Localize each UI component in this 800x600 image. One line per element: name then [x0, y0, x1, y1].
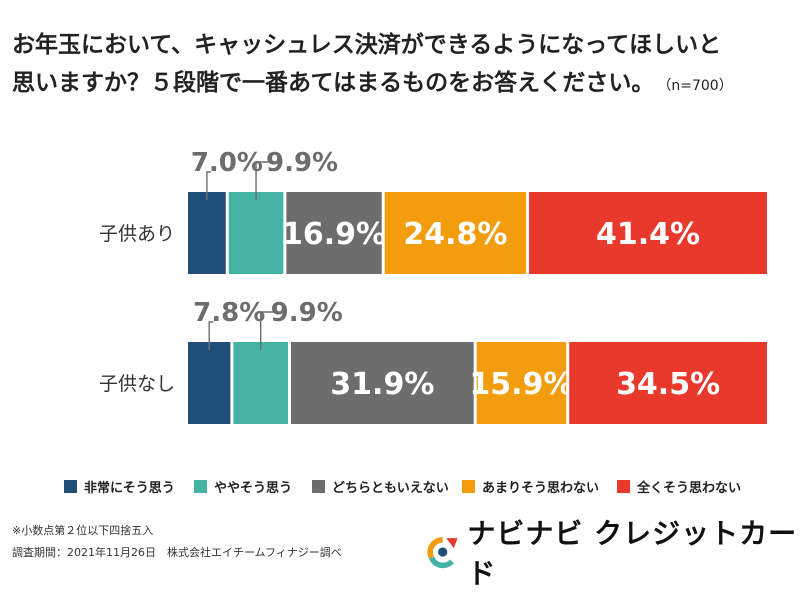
value-label-row2-seg5: 34.5% — [616, 367, 720, 402]
legend-label-4: あまりそう思わない — [482, 481, 599, 496]
bar-row1-seg3 — [286, 192, 382, 274]
legend-label-1: 非常にそう思う — [84, 480, 175, 496]
logo-arc-teal — [428, 556, 455, 569]
sample-size: （n=700） — [664, 78, 733, 94]
legend-swatch-3 — [312, 480, 325, 493]
logo-arc-orange — [427, 537, 443, 559]
title-line-2-text: 思いますか？５段階で一番あてはまるものをお答えください。 — [12, 70, 655, 96]
value-label-row2-seg4: 15.9% — [469, 367, 573, 402]
bar-row1-seg5 — [529, 192, 767, 274]
bar-row1-seg4 — [384, 192, 527, 274]
row-label-2: 子供なし — [99, 373, 175, 395]
title-line-1: お年玉において、キャッシュレス決済ができるようになってほしいと — [12, 32, 722, 58]
value-label-row1-seg1: 7.0% — [191, 148, 263, 178]
bar-row2-seg2 — [233, 342, 289, 424]
bar-row2-seg4 — [476, 342, 567, 424]
leader-line-row2-seg1 — [208, 321, 214, 350]
legend-label-5: 全くそう思わない — [636, 480, 741, 496]
bar-row1-seg2 — [228, 192, 284, 274]
legend-swatch-2 — [194, 480, 207, 493]
value-label-row1-seg4: 24.8% — [403, 217, 507, 252]
logo-dot-navy — [438, 547, 448, 557]
brand-logo-icon — [427, 537, 458, 569]
chart-title: お年玉において、キャッシュレス決済ができるようになってほしいと 思いますか？５段… — [12, 26, 792, 105]
value-label-row2-seg3: 31.9% — [330, 367, 434, 402]
legend-label-2: ややそう思う — [214, 481, 292, 496]
brand-name: ナビナビ クレジットカード — [467, 517, 798, 590]
brand-logo: ナビナビ クレジットカード — [426, 517, 800, 590]
bar-row2-seg1 — [188, 342, 231, 424]
leader-line-row1-seg1 — [206, 171, 211, 200]
leader-line-row2-seg2 — [260, 311, 275, 350]
leader-line-row1-seg2 — [255, 161, 271, 200]
logo-flag-red — [446, 538, 458, 549]
bar-row1-seg1 — [188, 192, 226, 274]
row-label-1: 子供あり — [99, 223, 175, 245]
rounding-note: ※小数点第２位以下四捨五入 — [12, 524, 154, 537]
bar-row2-seg5 — [569, 342, 767, 424]
legend-label-3: どちらともいえない — [332, 481, 449, 496]
value-label-row1-seg3: 16.9% — [282, 217, 386, 252]
title-line-2: 思いますか？５段階で一番あてはまるものをお答えください。 （n=700） — [12, 64, 792, 105]
legend-swatch-5 — [617, 480, 630, 493]
value-label-row2-seg2: 9.9% — [271, 298, 343, 328]
value-label-row2-seg1: 7.8% — [193, 298, 265, 328]
legend-swatch-4 — [462, 480, 475, 493]
survey-note: 調査期間：2021年11月26日 株式会社エイチームフィナジー調べ — [12, 546, 342, 559]
bar-row2-seg3 — [291, 342, 474, 424]
value-label-row1-seg5: 41.4% — [596, 217, 700, 252]
legend-swatch-1 — [64, 480, 77, 493]
value-label-row1-seg2: 9.9% — [266, 148, 338, 178]
